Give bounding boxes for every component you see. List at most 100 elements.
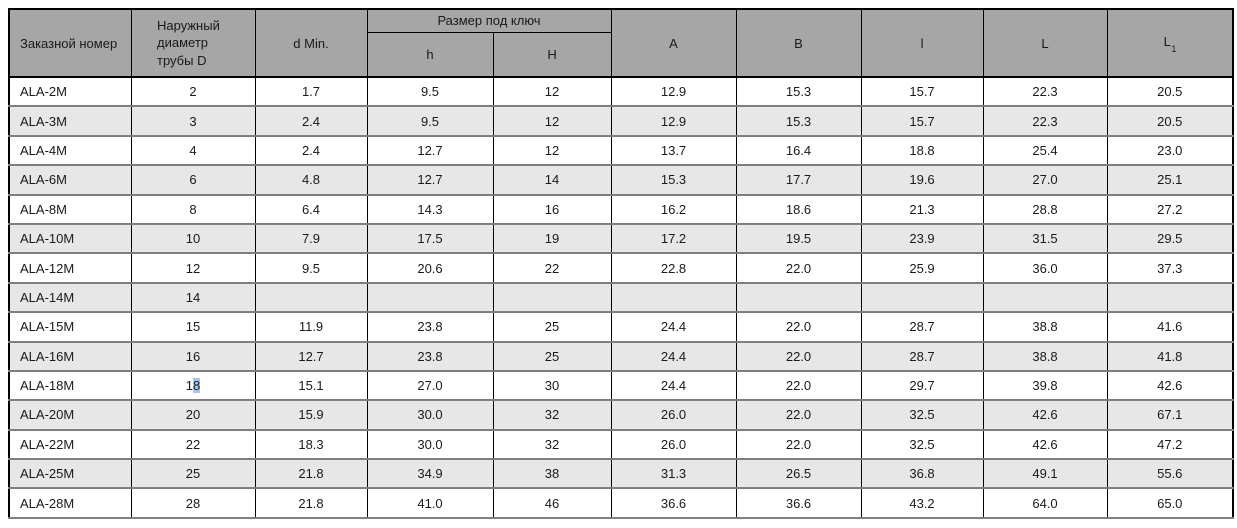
cell-D: 18: [130, 369, 256, 402]
cell-B: 17.7: [735, 164, 862, 196]
cell-order: ALA-6M: [8, 164, 132, 196]
cell-L: 42.6: [982, 399, 1108, 431]
table-row: ALA-18M 18 15.1 27.0 30 24.4 22.0 29.7 39.8 42.6: [8, 369, 1234, 402]
cell-H: 22: [492, 252, 612, 284]
table-row: ALA-10M 10 7.9 17.5 19 17.2 19.5 23.9 31.5 29.5: [8, 222, 1234, 255]
cell-d_min: 9.5: [254, 252, 368, 284]
cell-L: 39.8: [982, 369, 1108, 402]
cell-order: ALA-16M: [8, 340, 132, 372]
cell-D: 2: [130, 75, 256, 108]
cell-l: 21.3: [860, 193, 984, 225]
column-header-A: A: [610, 8, 737, 78]
table-row: ALA-20M 20 15.9 30.0 32 26.0 22.0 32.5 42.6 67.1: [8, 399, 1234, 431]
cell-D: 28: [130, 487, 256, 519]
column-header-h: h: [366, 31, 494, 78]
column-header-L1: L1: [1106, 8, 1234, 78]
column-header-B: B: [735, 8, 862, 78]
cell-h: 9.5: [366, 105, 494, 137]
cell-h: 17.5: [366, 222, 494, 255]
cell-order: ALA-10M: [8, 222, 132, 255]
cell-D: 12: [130, 252, 256, 284]
cell-D: 10: [130, 222, 256, 255]
cell-order: ALA-18M: [8, 369, 132, 402]
cell-L1: 27.2: [1106, 193, 1234, 225]
cell-H: 32: [492, 399, 612, 431]
column-header-L1-subscript: 1: [1171, 43, 1177, 54]
cell-H: 25: [492, 311, 612, 343]
cell-H: 30: [492, 369, 612, 402]
cell-B: 22.0: [735, 428, 862, 461]
cell-H: 16: [492, 193, 612, 225]
cell-B: 16.4: [735, 134, 862, 167]
cell-A: 15.3: [610, 164, 737, 196]
cell-D: 6: [130, 164, 256, 196]
cell-D: 22: [130, 428, 256, 461]
cell-L: 31.5: [982, 222, 1108, 255]
cell-A: 24.4: [610, 311, 737, 343]
column-header-outer-diameter-label: Наружный диаметр трубы D: [157, 17, 220, 68]
cell-d_min: 21.8: [254, 458, 368, 490]
cell-B: 36.6: [735, 487, 862, 519]
column-header-order-number: Заказной номер: [8, 8, 132, 78]
cell-l: 32.5: [860, 399, 984, 431]
cell-h: 20.6: [366, 252, 494, 284]
cell-order: ALA-12M: [8, 252, 132, 284]
cell-B: 15.3: [735, 75, 862, 108]
cell-d_min: 15.9: [254, 399, 368, 431]
cell-B: 22.0: [735, 252, 862, 284]
cell-H: 46: [492, 487, 612, 519]
column-header-L: L: [982, 8, 1108, 78]
cell-L: 22.3: [982, 75, 1108, 108]
cell-A: [610, 281, 737, 314]
cell-H: 14: [492, 164, 612, 196]
cell-D: 8: [130, 193, 256, 225]
cell-L1: 67.1: [1106, 399, 1234, 431]
column-header-H: H: [492, 31, 612, 78]
cell-order: ALA-2M: [8, 75, 132, 108]
cell-L1: 47.2: [1106, 428, 1234, 461]
cell-H: [492, 281, 612, 314]
cell-l: 29.7: [860, 369, 984, 402]
cell-A: 24.4: [610, 369, 737, 402]
cell-l: 18.8: [860, 134, 984, 167]
cell-order: ALA-14M: [8, 281, 132, 314]
cell-L1: 23.0: [1106, 134, 1234, 167]
cell-L: [982, 281, 1108, 314]
cell-L: 38.8: [982, 311, 1108, 343]
cell-order: ALA-4M: [8, 134, 132, 167]
cell-H: 25: [492, 340, 612, 372]
table-row: ALA-6M 6 4.8 12.7 14 15.3 17.7 19.6 27.0 25.1: [8, 164, 1234, 196]
cell-L1: 41.8: [1106, 340, 1234, 372]
cell-d_min: 1.7: [254, 75, 368, 108]
cell-h: 41.0: [366, 487, 494, 519]
cell-H: 19: [492, 222, 612, 255]
column-header-outer-diameter: Наружный диаметр трубы D: [130, 8, 256, 78]
table-row: ALA-16M 16 12.7 23.8 25 24.4 22.0 28.7 38.8 41.8: [8, 340, 1234, 372]
column-header-l: l: [860, 8, 984, 78]
cell-d_min: 6.4: [254, 193, 368, 225]
cell-D: 25: [130, 458, 256, 490]
cell-d_min: 2.4: [254, 134, 368, 167]
cell-H: 38: [492, 458, 612, 490]
cell-L1: [1106, 281, 1234, 314]
cell-L: 28.8: [982, 193, 1108, 225]
cell-A: 24.4: [610, 340, 737, 372]
cell-h: [366, 281, 494, 314]
cell-L: 42.6: [982, 428, 1108, 461]
column-header-wrench-size-group: Размер под ключ: [366, 8, 612, 33]
cell-L1: 65.0: [1106, 487, 1234, 519]
cell-D: 4: [130, 134, 256, 167]
cell-d_min: 15.1: [254, 369, 368, 402]
cell-B: 22.0: [735, 399, 862, 431]
cell-L: 25.4: [982, 134, 1108, 167]
cell-B: 18.6: [735, 193, 862, 225]
cell-H: 12: [492, 105, 612, 137]
cell-order: ALA-20M: [8, 399, 132, 431]
cell-B: 22.0: [735, 340, 862, 372]
cell-H: 12: [492, 75, 612, 108]
cell-A: 36.6: [610, 487, 737, 519]
fitting-dimensions-table: Заказной номер Наружный диаметр трубы D …: [8, 8, 1235, 519]
cell-l: 28.7: [860, 311, 984, 343]
cell-B: 22.0: [735, 311, 862, 343]
cell-h: 9.5: [366, 75, 494, 108]
